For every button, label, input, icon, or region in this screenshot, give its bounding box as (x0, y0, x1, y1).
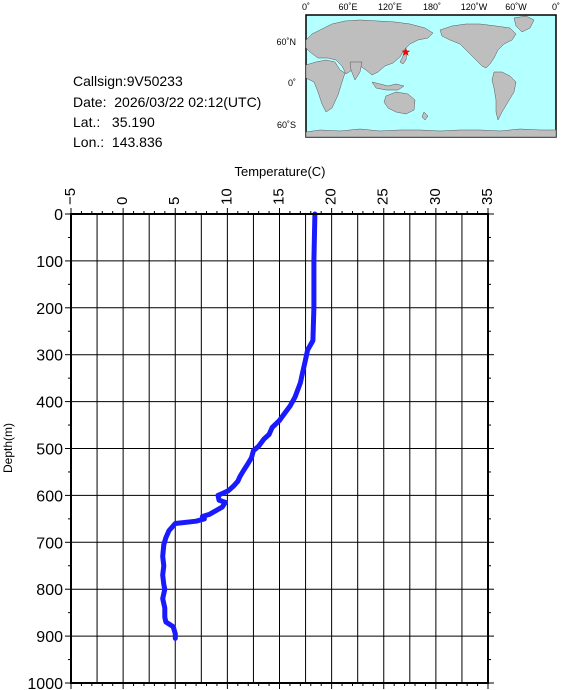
y-tick-label: 200 (36, 301, 63, 318)
lon-line: Lon.: 143.836 (73, 134, 163, 150)
location-map: 0˚ 60˚E 120˚E 180˚ 120˚W 60˚W 0˚ 60˚N 0˚… (276, 2, 560, 138)
y-tick-label: 500 (36, 442, 63, 459)
map-land-eurasia (305, 19, 434, 76)
y-tick-label: 1000 (27, 676, 63, 690)
lat-line: Lat.: 35.190 (73, 114, 155, 130)
date-value: 2026/03/22 02:12(UTC) (114, 94, 262, 110)
map-land-india (349, 61, 363, 81)
chart-grid (70, 213, 489, 684)
callsign-value: 9V50233 (126, 73, 183, 89)
x-tick-label: 0 (114, 197, 131, 205)
x-axis-label: Temperature(C) (234, 164, 325, 179)
map-land-new-zealand (421, 111, 429, 121)
map-lon-tick: 0˚ (552, 2, 560, 12)
callsign-label: Callsign: (73, 73, 127, 89)
map-land-africa (305, 59, 346, 113)
plot-frame (70, 213, 489, 684)
map-lon-tick: 60˚W (505, 2, 527, 12)
map-lat-tick: 0˚ (288, 78, 296, 88)
x-tick-label: 35 (479, 188, 496, 205)
y-tick-label: 600 (36, 488, 63, 505)
x-tick-label: 30 (427, 188, 444, 205)
y-tick-label: 100 (36, 254, 63, 271)
callsign-line: Callsign:9V50233 (73, 73, 183, 89)
map-lon-tick: 120˚W (461, 2, 488, 12)
map-lon-tick: 120˚E (378, 2, 402, 12)
x-tick-label: 10 (218, 188, 235, 205)
map-lon-tick: 0˚ (302, 2, 310, 12)
map-lon-tick: 180˚ (423, 2, 441, 12)
map-land-australia (383, 91, 416, 115)
map-land-north-america (439, 23, 517, 69)
map-land-greenland (513, 15, 535, 33)
x-tick-label: 25 (375, 188, 392, 205)
y-tick-label: 700 (36, 535, 63, 552)
y-tick-label: 300 (36, 348, 63, 365)
map-land-antarctica (305, 128, 557, 138)
y-tick-label: 0 (54, 207, 63, 224)
x-tick-label: 15 (270, 188, 287, 205)
lat-label: Lat.: (73, 114, 101, 130)
y-tick-label: 800 (36, 582, 63, 599)
map-station-marker (401, 47, 411, 56)
date-line: Date: 2026/03/22 02:12(UTC) (73, 94, 261, 110)
x-tick-label: 5 (166, 197, 183, 205)
y-axis-label: Depth(m) (1, 423, 15, 473)
y-tick-labels: 0 100 200 300 400 500 600 700 800 900 1000 (27, 207, 63, 690)
map-lat-ticks: 60˚N 0˚ 60˚S (276, 37, 296, 130)
x-tick-label: 20 (323, 188, 340, 205)
x-tick-labels: −5 0 5 10 15 20 25 30 35 (62, 188, 496, 205)
lat-value: 35.190 (111, 114, 155, 130)
map-lat-tick: 60˚N (276, 37, 296, 47)
x-tick-label: −5 (62, 188, 79, 205)
y-tick-label: 400 (36, 395, 63, 412)
date-label: Date: (73, 94, 107, 110)
map-lat-tick: 60˚S (277, 120, 296, 130)
map-lon-tick: 60˚E (338, 2, 357, 12)
lon-label: Lon.: (73, 134, 105, 150)
map-lon-ticks: 0˚ 60˚E 120˚E 180˚ 120˚W 60˚W 0˚ (302, 2, 560, 12)
map-land (305, 15, 557, 138)
lon-value: 143.836 (111, 134, 163, 150)
map-land-south-america (491, 71, 517, 121)
y-tick-label: 900 (36, 629, 63, 646)
station-star (401, 47, 411, 56)
map-land-indonesia (371, 81, 405, 91)
chart-series (160, 211, 318, 641)
temperature-profile-line (160, 211, 318, 641)
